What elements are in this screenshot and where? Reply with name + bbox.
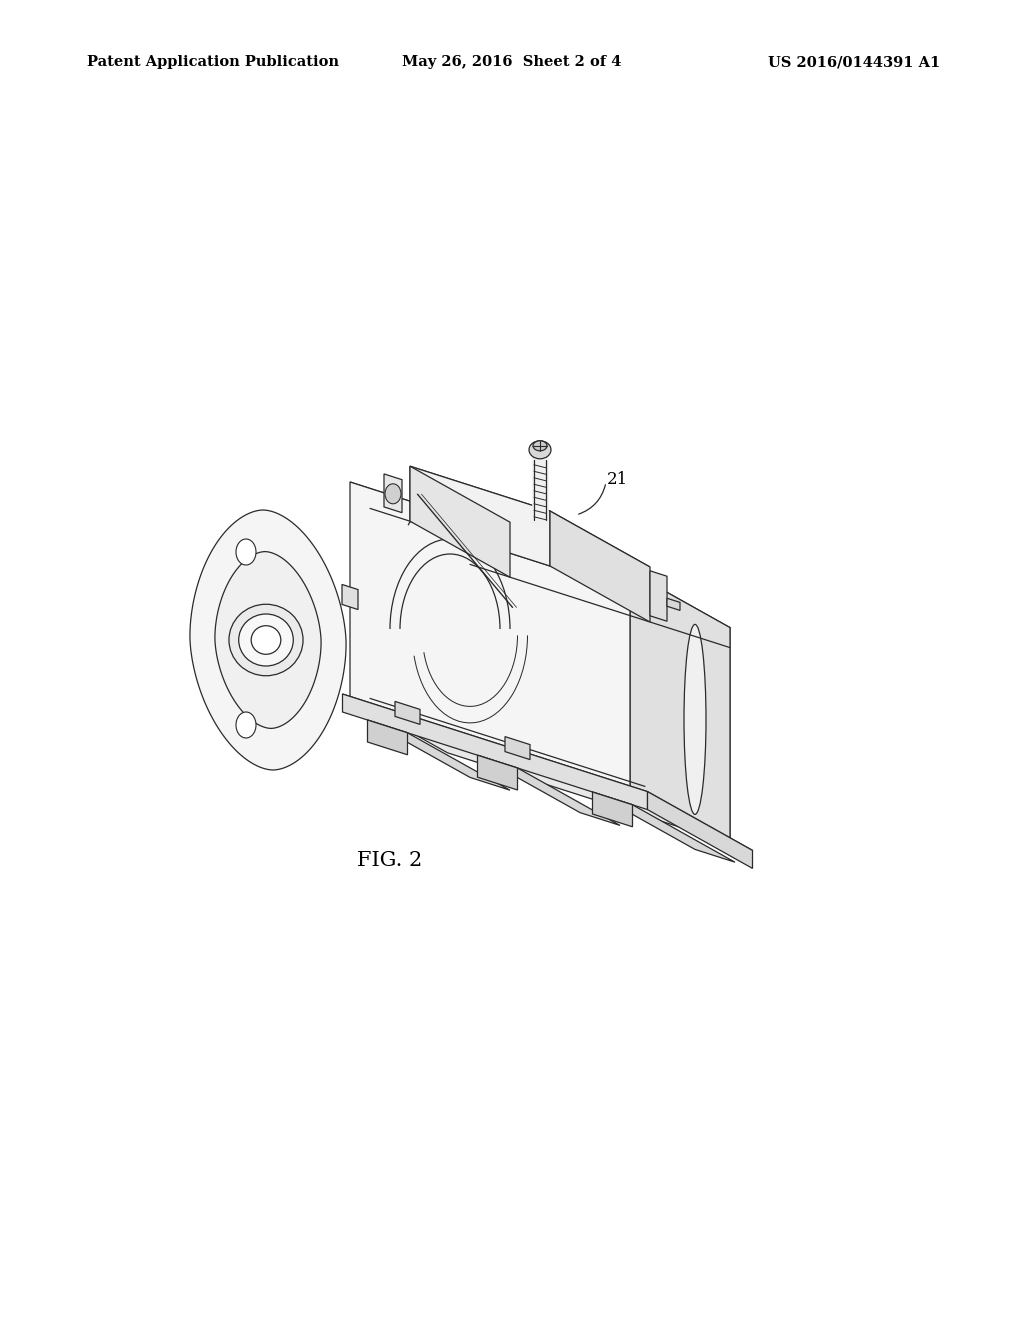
Ellipse shape <box>239 614 293 667</box>
Polygon shape <box>215 552 322 729</box>
Polygon shape <box>650 570 667 622</box>
Ellipse shape <box>534 441 547 451</box>
Polygon shape <box>342 694 753 850</box>
Polygon shape <box>647 792 753 869</box>
Polygon shape <box>384 474 402 512</box>
Polygon shape <box>410 466 510 577</box>
Polygon shape <box>350 482 730 627</box>
Polygon shape <box>667 598 680 610</box>
Polygon shape <box>368 719 408 755</box>
Ellipse shape <box>529 441 551 459</box>
Polygon shape <box>395 701 420 725</box>
Ellipse shape <box>236 711 256 738</box>
Ellipse shape <box>236 539 256 565</box>
Polygon shape <box>593 792 633 826</box>
Polygon shape <box>630 572 730 842</box>
Polygon shape <box>593 792 735 862</box>
Polygon shape <box>368 719 510 791</box>
Ellipse shape <box>684 624 706 814</box>
Polygon shape <box>189 510 346 770</box>
Text: US 2016/0144391 A1: US 2016/0144391 A1 <box>768 55 940 69</box>
Polygon shape <box>505 737 530 759</box>
Polygon shape <box>477 755 517 789</box>
Ellipse shape <box>229 605 303 676</box>
Polygon shape <box>410 466 550 566</box>
Text: 21: 21 <box>607 471 629 488</box>
Text: FIG. 2: FIG. 2 <box>357 850 423 870</box>
Polygon shape <box>350 482 630 787</box>
Ellipse shape <box>385 484 401 504</box>
Ellipse shape <box>251 626 281 655</box>
Polygon shape <box>450 539 730 842</box>
Text: Patent Application Publication: Patent Application Publication <box>87 55 339 69</box>
Text: May 26, 2016  Sheet 2 of 4: May 26, 2016 Sheet 2 of 4 <box>402 55 622 69</box>
Polygon shape <box>342 694 647 809</box>
Polygon shape <box>342 585 358 610</box>
Polygon shape <box>550 511 650 622</box>
Polygon shape <box>410 466 650 568</box>
Polygon shape <box>477 755 620 825</box>
